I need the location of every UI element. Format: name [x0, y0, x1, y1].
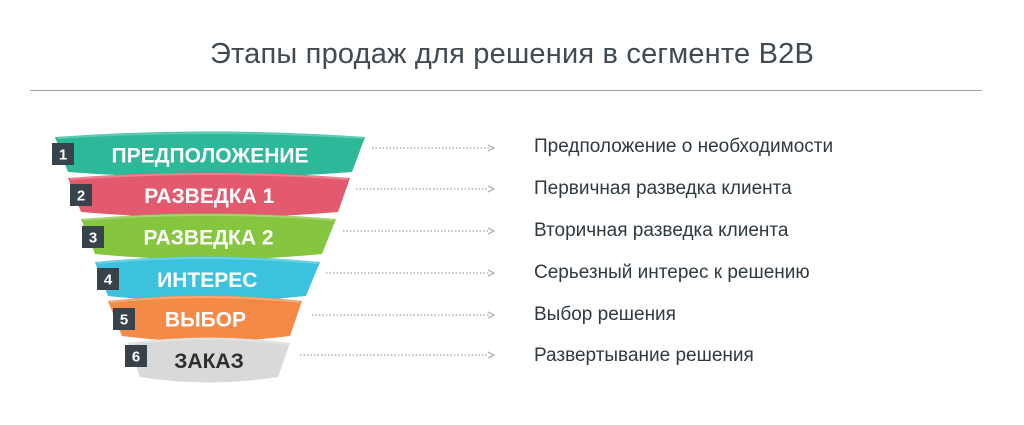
page-title: Этапы продаж для решения в сегменте B2B — [209, 38, 815, 70]
funnel-band-highlight-2 — [69, 173, 349, 180]
funnel-band-highlight-6 — [129, 338, 289, 345]
funnel-stage-5: ВЫБОР 5 — [108, 295, 496, 342]
stage-number-2: 2 — [77, 188, 85, 205]
funnel-band-4 — [95, 256, 320, 302]
title-divider — [30, 90, 982, 91]
funnel-stage-3: РАЗВЕДКА 2 3 — [81, 213, 496, 260]
funnel-band-1 — [55, 131, 365, 178]
funnel-band-highlight-1 — [56, 132, 364, 139]
stage-label-1: ПРЕДПОЛОЖЕНИЕ — [111, 145, 308, 168]
funnel-band-5 — [108, 295, 302, 342]
funnel-band-highlight-5 — [109, 296, 301, 303]
stage-number-box-5 — [113, 308, 135, 330]
funnel-band-3 — [81, 213, 336, 260]
stage-number-3: 3 — [89, 230, 97, 247]
funnel-band-highlight-3 — [82, 214, 335, 221]
funnel-band-6 — [128, 337, 290, 383]
funnel-stage-1: ПРЕДПОЛОЖЕНИЕ 1 — [52, 131, 496, 178]
arrow-head-icon — [487, 185, 496, 193]
arrow-head-icon — [487, 144, 496, 152]
stage-number-1: 1 — [59, 147, 67, 164]
stage-description-6: Развертывание решения — [534, 345, 754, 366]
stage-number-box-2 — [70, 184, 92, 206]
stage-description-2: Первичная разведка клиента — [534, 178, 792, 199]
stage-number-box-3 — [82, 226, 104, 248]
funnel-band-2 — [68, 172, 350, 218]
stage-number-6: 6 — [132, 349, 140, 366]
stage-description-4: Серьезный интерес к решению — [534, 262, 810, 283]
arrow-head-icon — [487, 269, 496, 277]
stage-number-box-6 — [125, 345, 147, 367]
arrow-head-icon — [487, 311, 496, 319]
arrow-head-icon — [487, 351, 496, 359]
stage-label-6: ЗАКАЗ — [174, 350, 243, 373]
stage-description-3: Вторичная разведка клиента — [534, 220, 789, 241]
stage-label-4: ИНТЕРЕС — [157, 269, 257, 292]
stage-label-3: РАЗВЕДКА 2 — [143, 227, 273, 250]
arrow-head-icon — [487, 227, 496, 235]
funnel-band-highlight-4 — [96, 257, 319, 264]
funnel-stage-6: ЗАКАЗ 6 — [125, 337, 496, 383]
stage-label-2: РАЗВЕДКА 1 — [144, 185, 274, 208]
stage-number-5: 5 — [120, 312, 128, 329]
stage-number-4: 4 — [104, 272, 113, 289]
stage-number-box-1 — [52, 143, 74, 165]
stage-description-1: Предположение о необходимости — [534, 136, 834, 157]
stage-number-box-4 — [97, 268, 119, 290]
funnel-stage-2: РАЗВЕДКА 1 2 — [68, 172, 496, 218]
stage-description-5: Выбор решения — [534, 304, 676, 325]
funnel-stage-4: ИНТЕРЕС 4 — [95, 256, 496, 302]
stage-label-5: ВЫБОР — [165, 309, 246, 332]
